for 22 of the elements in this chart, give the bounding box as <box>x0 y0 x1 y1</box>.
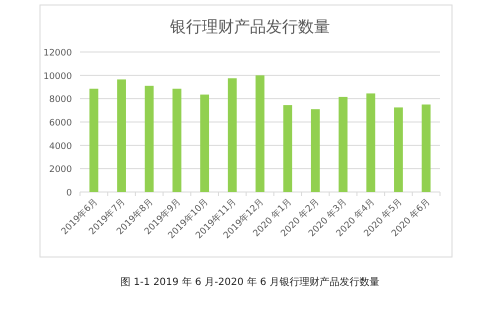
chart-title: 银行理财产品发行数量 <box>169 17 330 36</box>
y-tick-label: 4000 <box>49 142 72 152</box>
bar <box>228 78 237 192</box>
y-tick-label: 2000 <box>49 165 72 176</box>
bar <box>256 75 264 192</box>
bar <box>422 104 431 192</box>
caption: 图 1-1 2019 年 6 月-2020 年 6 月银行理财产品发行数量 <box>120 276 380 288</box>
bar <box>394 107 403 192</box>
bar <box>338 96 348 192</box>
bar <box>117 79 126 192</box>
y-tick-label: 10000 <box>43 72 72 82</box>
bar <box>89 88 98 192</box>
bar <box>366 93 376 192</box>
bar <box>310 109 320 192</box>
y-tick-label: 8000 <box>49 95 72 106</box>
y-tick-label: 12000 <box>43 48 72 58</box>
bar <box>172 88 182 192</box>
y-tick-label: 6000 <box>49 118 72 128</box>
bar <box>200 94 210 192</box>
y-tick-label: 0 <box>66 188 72 198</box>
bar <box>283 105 292 192</box>
bar <box>144 86 154 192</box>
